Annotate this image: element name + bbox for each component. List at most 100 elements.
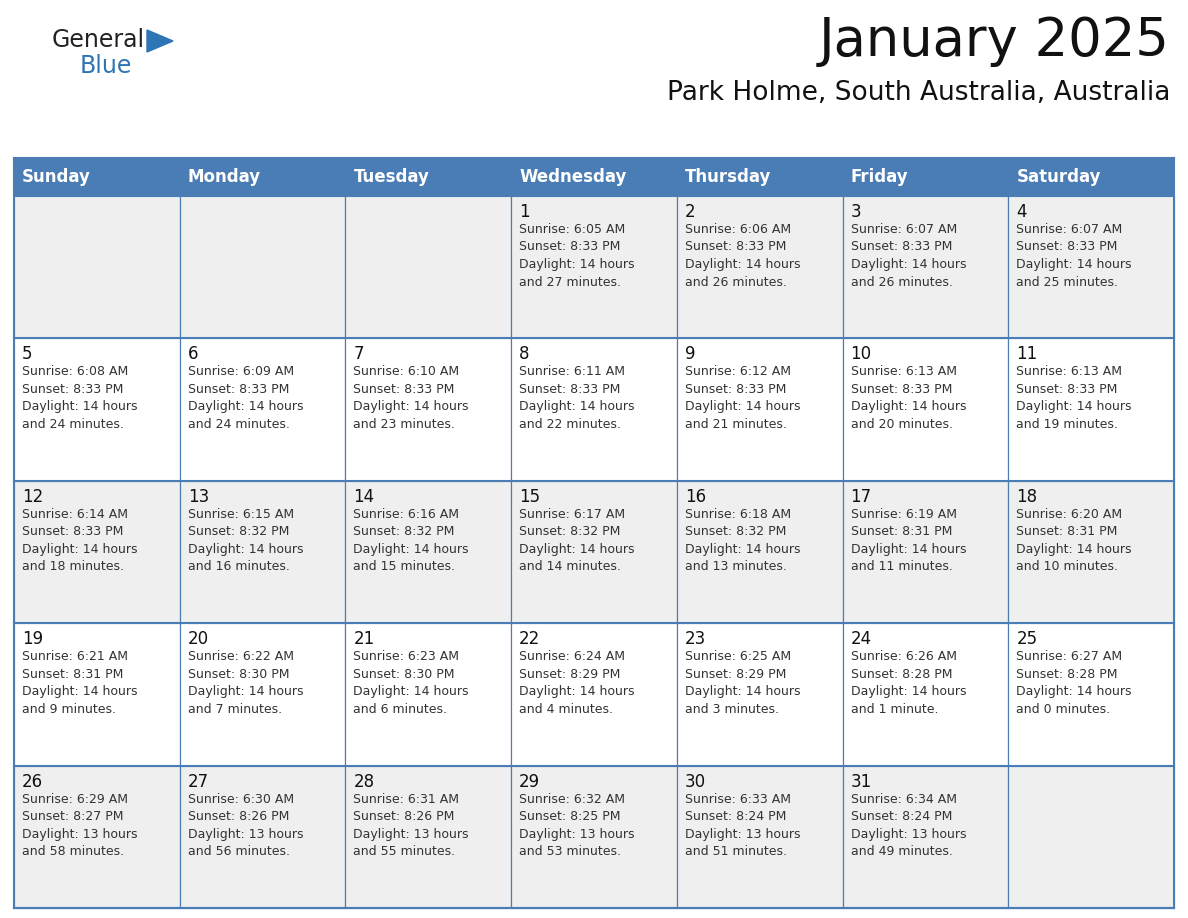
Text: Thursday: Thursday xyxy=(684,168,771,186)
Text: General: General xyxy=(52,28,145,52)
Text: Sunrise: 6:23 AM
Sunset: 8:30 PM
Daylight: 14 hours
and 6 minutes.: Sunrise: 6:23 AM Sunset: 8:30 PM Dayligh… xyxy=(353,650,469,716)
Text: 5: 5 xyxy=(23,345,32,364)
Text: Sunrise: 6:33 AM
Sunset: 8:24 PM
Daylight: 13 hours
and 51 minutes.: Sunrise: 6:33 AM Sunset: 8:24 PM Dayligh… xyxy=(684,792,801,858)
Bar xyxy=(511,623,677,766)
Bar xyxy=(511,766,677,908)
Text: Sunrise: 6:32 AM
Sunset: 8:25 PM
Daylight: 13 hours
and 53 minutes.: Sunrise: 6:32 AM Sunset: 8:25 PM Dayligh… xyxy=(519,792,634,858)
Bar xyxy=(179,766,346,908)
Text: Sunrise: 6:34 AM
Sunset: 8:24 PM
Daylight: 13 hours
and 49 minutes.: Sunrise: 6:34 AM Sunset: 8:24 PM Dayligh… xyxy=(851,792,966,858)
Text: Sunrise: 6:20 AM
Sunset: 8:31 PM
Daylight: 14 hours
and 10 minutes.: Sunrise: 6:20 AM Sunset: 8:31 PM Dayligh… xyxy=(1016,508,1132,574)
Text: Sunrise: 6:07 AM
Sunset: 8:33 PM
Daylight: 14 hours
and 26 minutes.: Sunrise: 6:07 AM Sunset: 8:33 PM Dayligh… xyxy=(851,223,966,288)
Bar xyxy=(842,196,1009,339)
Text: 15: 15 xyxy=(519,487,541,506)
Text: 2: 2 xyxy=(684,203,695,221)
Bar xyxy=(842,158,1009,196)
Bar xyxy=(346,339,511,481)
Text: Sunrise: 6:13 AM
Sunset: 8:33 PM
Daylight: 14 hours
and 20 minutes.: Sunrise: 6:13 AM Sunset: 8:33 PM Dayligh… xyxy=(851,365,966,431)
Text: Monday: Monday xyxy=(188,168,261,186)
Bar xyxy=(1009,339,1174,481)
Text: 26: 26 xyxy=(23,773,43,790)
Text: 7: 7 xyxy=(353,345,364,364)
Text: Sunrise: 6:25 AM
Sunset: 8:29 PM
Daylight: 14 hours
and 3 minutes.: Sunrise: 6:25 AM Sunset: 8:29 PM Dayligh… xyxy=(684,650,801,716)
Text: Sunrise: 6:22 AM
Sunset: 8:30 PM
Daylight: 14 hours
and 7 minutes.: Sunrise: 6:22 AM Sunset: 8:30 PM Dayligh… xyxy=(188,650,303,716)
Bar xyxy=(677,623,842,766)
Text: 4: 4 xyxy=(1016,203,1026,221)
Bar xyxy=(677,481,842,623)
Bar xyxy=(179,481,346,623)
Text: Sunrise: 6:05 AM
Sunset: 8:33 PM
Daylight: 14 hours
and 27 minutes.: Sunrise: 6:05 AM Sunset: 8:33 PM Dayligh… xyxy=(519,223,634,288)
Text: 9: 9 xyxy=(684,345,695,364)
Bar xyxy=(511,196,677,339)
Text: 19: 19 xyxy=(23,630,43,648)
Bar xyxy=(511,158,677,196)
Text: 24: 24 xyxy=(851,630,872,648)
Text: 18: 18 xyxy=(1016,487,1037,506)
Text: 27: 27 xyxy=(188,773,209,790)
Text: Sunrise: 6:18 AM
Sunset: 8:32 PM
Daylight: 14 hours
and 13 minutes.: Sunrise: 6:18 AM Sunset: 8:32 PM Dayligh… xyxy=(684,508,801,574)
Bar xyxy=(346,481,511,623)
Text: Tuesday: Tuesday xyxy=(353,168,429,186)
Text: Sunrise: 6:09 AM
Sunset: 8:33 PM
Daylight: 14 hours
and 24 minutes.: Sunrise: 6:09 AM Sunset: 8:33 PM Dayligh… xyxy=(188,365,303,431)
Text: 12: 12 xyxy=(23,487,43,506)
Bar xyxy=(179,623,346,766)
Text: 21: 21 xyxy=(353,630,374,648)
Text: Sunrise: 6:26 AM
Sunset: 8:28 PM
Daylight: 14 hours
and 1 minute.: Sunrise: 6:26 AM Sunset: 8:28 PM Dayligh… xyxy=(851,650,966,716)
Bar xyxy=(14,623,179,766)
Bar xyxy=(179,196,346,339)
Text: 17: 17 xyxy=(851,487,872,506)
Text: Wednesday: Wednesday xyxy=(519,168,626,186)
Text: Park Holme, South Australia, Australia: Park Holme, South Australia, Australia xyxy=(666,80,1170,106)
Text: Sunrise: 6:07 AM
Sunset: 8:33 PM
Daylight: 14 hours
and 25 minutes.: Sunrise: 6:07 AM Sunset: 8:33 PM Dayligh… xyxy=(1016,223,1132,288)
Bar xyxy=(677,339,842,481)
Text: Sunrise: 6:13 AM
Sunset: 8:33 PM
Daylight: 14 hours
and 19 minutes.: Sunrise: 6:13 AM Sunset: 8:33 PM Dayligh… xyxy=(1016,365,1132,431)
Bar xyxy=(1009,623,1174,766)
Bar xyxy=(1009,766,1174,908)
Bar xyxy=(842,481,1009,623)
Bar xyxy=(346,766,511,908)
Text: Sunrise: 6:30 AM
Sunset: 8:26 PM
Daylight: 13 hours
and 56 minutes.: Sunrise: 6:30 AM Sunset: 8:26 PM Dayligh… xyxy=(188,792,303,858)
Bar xyxy=(346,196,511,339)
Text: Sunrise: 6:06 AM
Sunset: 8:33 PM
Daylight: 14 hours
and 26 minutes.: Sunrise: 6:06 AM Sunset: 8:33 PM Dayligh… xyxy=(684,223,801,288)
Bar xyxy=(14,766,179,908)
Text: Saturday: Saturday xyxy=(1016,168,1101,186)
Text: 30: 30 xyxy=(684,773,706,790)
Text: Sunrise: 6:16 AM
Sunset: 8:32 PM
Daylight: 14 hours
and 15 minutes.: Sunrise: 6:16 AM Sunset: 8:32 PM Dayligh… xyxy=(353,508,469,574)
Text: 8: 8 xyxy=(519,345,530,364)
Text: Sunrise: 6:21 AM
Sunset: 8:31 PM
Daylight: 14 hours
and 9 minutes.: Sunrise: 6:21 AM Sunset: 8:31 PM Dayligh… xyxy=(23,650,138,716)
Bar xyxy=(1009,196,1174,339)
Bar xyxy=(346,623,511,766)
Text: 6: 6 xyxy=(188,345,198,364)
Bar xyxy=(511,339,677,481)
Bar xyxy=(14,339,179,481)
Text: 3: 3 xyxy=(851,203,861,221)
Bar xyxy=(677,196,842,339)
Bar xyxy=(1009,158,1174,196)
Bar xyxy=(14,158,179,196)
Text: 11: 11 xyxy=(1016,345,1037,364)
Text: 25: 25 xyxy=(1016,630,1037,648)
Text: Sunrise: 6:10 AM
Sunset: 8:33 PM
Daylight: 14 hours
and 23 minutes.: Sunrise: 6:10 AM Sunset: 8:33 PM Dayligh… xyxy=(353,365,469,431)
Text: 29: 29 xyxy=(519,773,541,790)
Text: Sunrise: 6:14 AM
Sunset: 8:33 PM
Daylight: 14 hours
and 18 minutes.: Sunrise: 6:14 AM Sunset: 8:33 PM Dayligh… xyxy=(23,508,138,574)
Text: 31: 31 xyxy=(851,773,872,790)
Text: 14: 14 xyxy=(353,487,374,506)
Bar xyxy=(346,158,511,196)
Text: 20: 20 xyxy=(188,630,209,648)
Text: Sunrise: 6:19 AM
Sunset: 8:31 PM
Daylight: 14 hours
and 11 minutes.: Sunrise: 6:19 AM Sunset: 8:31 PM Dayligh… xyxy=(851,508,966,574)
Polygon shape xyxy=(147,30,173,52)
Text: Sunrise: 6:31 AM
Sunset: 8:26 PM
Daylight: 13 hours
and 55 minutes.: Sunrise: 6:31 AM Sunset: 8:26 PM Dayligh… xyxy=(353,792,469,858)
Text: 1: 1 xyxy=(519,203,530,221)
Bar xyxy=(179,158,346,196)
Text: 22: 22 xyxy=(519,630,541,648)
Text: 10: 10 xyxy=(851,345,872,364)
Text: January 2025: January 2025 xyxy=(819,15,1170,67)
Text: Friday: Friday xyxy=(851,168,908,186)
Text: 16: 16 xyxy=(684,487,706,506)
Bar xyxy=(677,766,842,908)
Text: Sunrise: 6:29 AM
Sunset: 8:27 PM
Daylight: 13 hours
and 58 minutes.: Sunrise: 6:29 AM Sunset: 8:27 PM Dayligh… xyxy=(23,792,138,858)
Bar xyxy=(1009,481,1174,623)
Bar xyxy=(14,481,179,623)
Text: 13: 13 xyxy=(188,487,209,506)
Bar xyxy=(842,339,1009,481)
Bar xyxy=(14,196,179,339)
